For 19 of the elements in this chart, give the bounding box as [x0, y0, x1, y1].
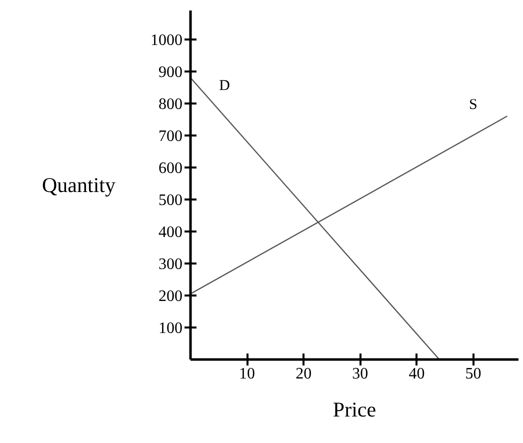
y-tick-label: 800	[158, 96, 182, 113]
y-tick-label: 100	[158, 320, 182, 337]
y-tick-label: 600	[158, 160, 182, 177]
x-axis-title: Price	[332, 398, 376, 422]
y-axis-title: Quantity	[42, 173, 116, 197]
y-tick-label: 200	[158, 288, 182, 305]
x-tick-label: 50	[465, 366, 482, 382]
y-tick-label: 1000	[150, 32, 182, 49]
series-label: S	[469, 97, 478, 114]
x-tick-label: 40	[408, 366, 425, 382]
series-label: D	[219, 78, 230, 94]
x-tick-label: 30	[352, 366, 368, 382]
y-tick-label: 400	[158, 224, 182, 241]
x-tick-label: 20	[296, 366, 312, 382]
y-tick-label: 900	[158, 64, 182, 81]
y-tick-label: 300	[158, 256, 182, 273]
x-tick-label: 10	[239, 366, 256, 382]
y-tick-label: 700	[158, 128, 182, 145]
y-tick-label: 500	[158, 192, 182, 209]
